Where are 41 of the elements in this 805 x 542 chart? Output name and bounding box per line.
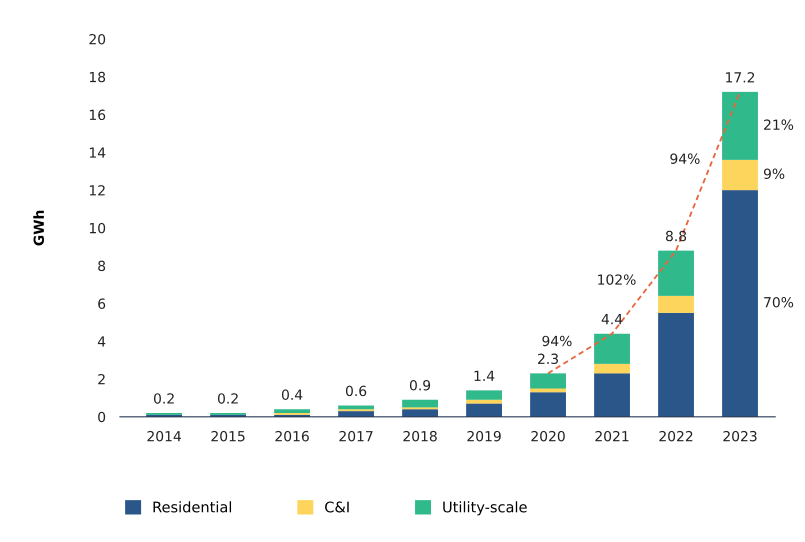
y-tick-label: 20 — [89, 34, 106, 44]
total-label: 0.9 — [410, 380, 430, 390]
y-tick-label: 8 — [98, 260, 106, 272]
y-tick-label: 14 — [90, 148, 106, 158]
annotation: 102% — [598, 274, 636, 285]
x-tick-label: 2017 — [339, 430, 373, 442]
x-tick-label: 2015 — [211, 430, 245, 442]
x-tick-label: 2014 — [147, 430, 181, 442]
total-label: 17.2 — [726, 72, 754, 82]
x-tick-label: 2018 — [403, 430, 437, 442]
total-label: 4.4 — [602, 314, 622, 324]
x-tick-label: 2023 — [723, 430, 757, 442]
x-tick-label: 2020 — [531, 430, 565, 442]
x-tick-label: 2016 — [275, 430, 309, 442]
annotation: 94% — [670, 153, 700, 164]
y-tick-label: 10 — [90, 222, 106, 234]
total-label: 0.2 — [154, 393, 174, 404]
total-label: 0.2 — [218, 393, 238, 404]
legend-label: C&I — [325, 501, 349, 512]
legend-label: Residential — [154, 501, 232, 512]
legend-label: Utility-scale — [443, 501, 527, 516]
x-tick-label: 2022 — [659, 430, 692, 442]
annotation: 21% — [764, 119, 794, 130]
total-label: 8.8 — [666, 230, 686, 242]
y-tick-label: 2 — [98, 374, 105, 384]
total-label: 2.3 — [538, 354, 558, 364]
y-tick-label: 16 — [90, 110, 106, 120]
y-tick-label: 4 — [98, 336, 106, 347]
annotation: 70% — [764, 296, 794, 308]
x-tick-label: 2019 — [467, 430, 501, 442]
y-tick-label: 0 — [98, 412, 106, 422]
total-label: 0.4 — [282, 389, 302, 400]
y-axis-title: GWh — [33, 210, 44, 246]
y-tick-label: 18 — [90, 72, 106, 82]
total-label: 0.6 — [346, 386, 366, 396]
annotation: 9% — [764, 168, 784, 180]
total-label: 1.4 — [474, 370, 494, 381]
y-tick-label: 12 — [90, 185, 105, 196]
annotation: 94% — [542, 336, 572, 346]
y-tick-label: 6 — [98, 298, 106, 309]
x-tick-label: 2021 — [595, 430, 628, 442]
